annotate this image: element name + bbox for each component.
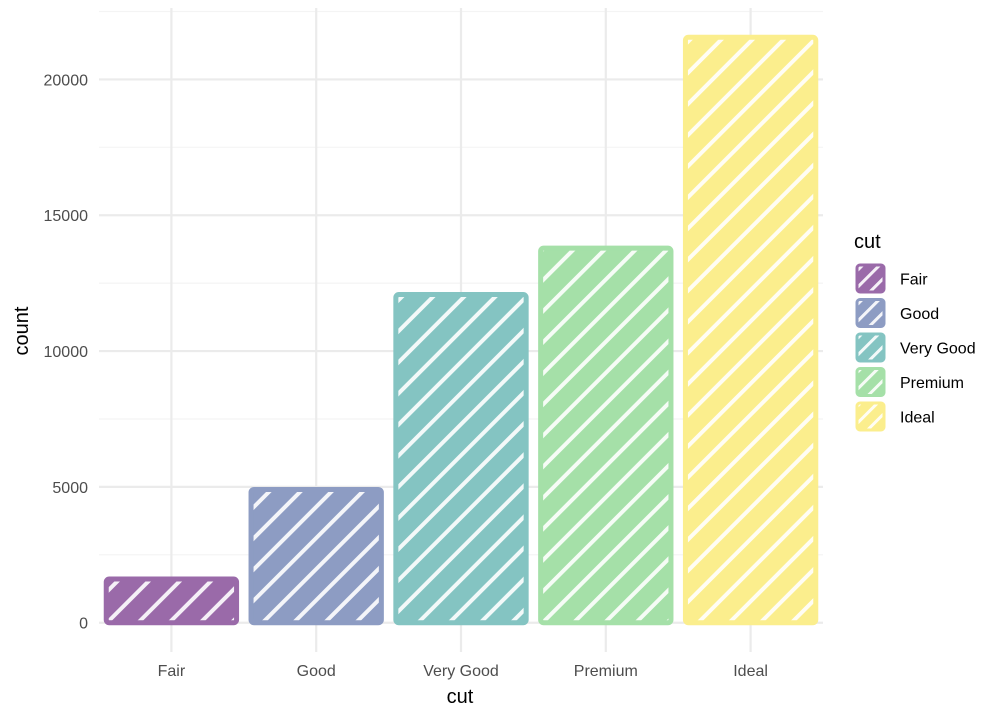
x-tick-label: Very Good (423, 663, 499, 680)
legend-key-very-good (855, 332, 886, 363)
x-tick-label: Fair (158, 663, 186, 680)
y-axis-title: count (11, 306, 33, 355)
x-axis-title: cut (447, 686, 474, 708)
legend-label: Very Good (900, 341, 976, 358)
y-tick-label: 0 (79, 616, 88, 633)
legend-key-ideal (855, 401, 886, 432)
x-axis-ticks: Fair Good Very Good Premium Ideal (158, 663, 768, 680)
y-tick-label: 15000 (44, 208, 89, 225)
legend-label: Good (900, 306, 939, 323)
legend-label: Premium (900, 375, 964, 392)
y-tick-label: 10000 (44, 344, 89, 361)
legend-label: Ideal (900, 410, 935, 427)
legend-key-fair (855, 263, 886, 294)
x-tick-label: Ideal (733, 663, 768, 680)
legend-label: Fair (900, 272, 928, 289)
legend-key-good (855, 298, 886, 328)
y-axis-ticks: 0 5000 10000 15000 20000 (44, 72, 89, 632)
bar-premium (538, 245, 674, 626)
bar-good (248, 486, 384, 626)
x-tick-label: Good (297, 663, 336, 680)
y-tick-label: 5000 (52, 480, 88, 497)
bar-fair (103, 576, 240, 626)
legend: cut Fair Good Very Good Premium Ideal (854, 231, 976, 432)
bar-very-good (393, 292, 529, 626)
bar-ideal (682, 34, 819, 626)
bars (103, 34, 819, 626)
x-tick-label: Premium (574, 663, 638, 680)
legend-key-premium (855, 367, 886, 397)
y-tick-label: 20000 (44, 72, 89, 89)
legend-title: cut (854, 231, 881, 253)
